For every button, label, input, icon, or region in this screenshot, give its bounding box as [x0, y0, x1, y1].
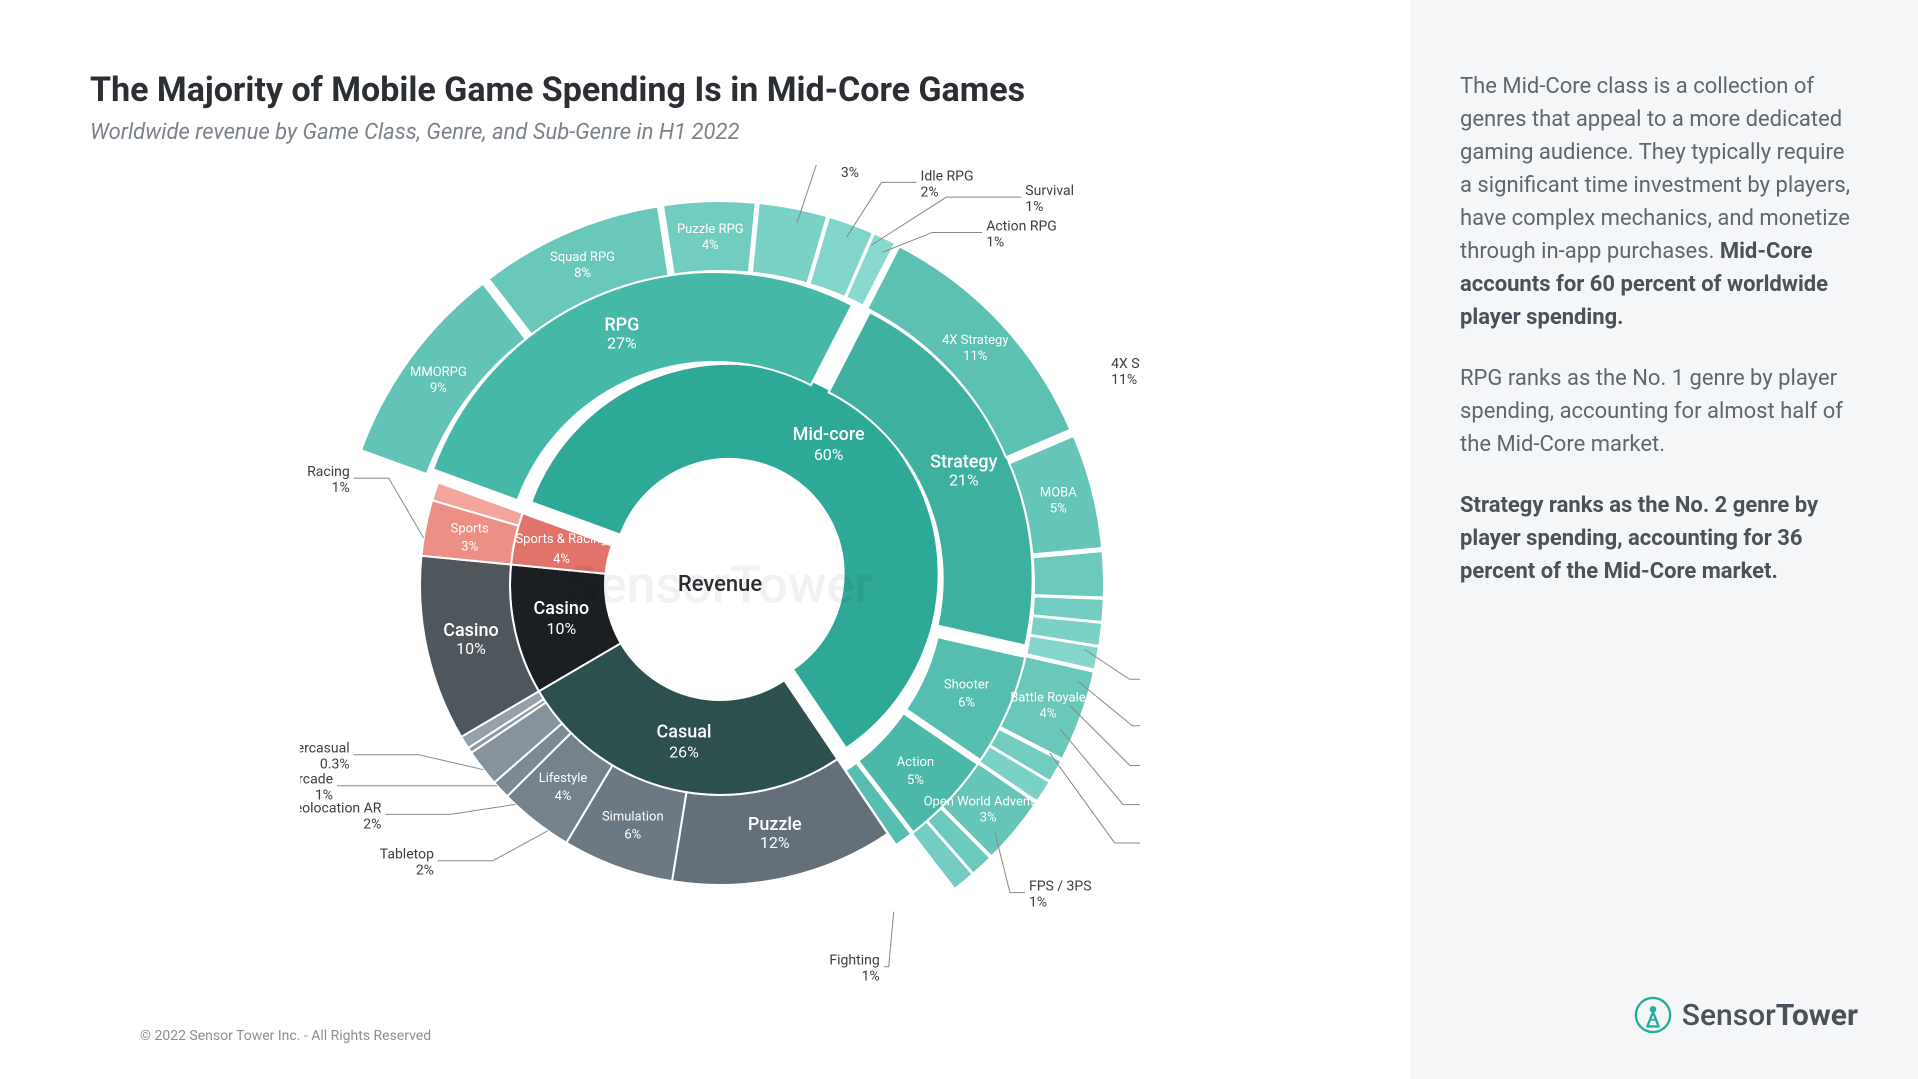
svg-text:Battle Royale: Battle Royale [1010, 690, 1086, 705]
description-panel: The Mid-Core class is a collection of ge… [1410, 0, 1918, 1079]
svg-text:Strategy: Strategy [930, 451, 997, 472]
sunburst-svg: Mid-core60%Casual26%Casino10%Sports & Ra… [300, 165, 1140, 1005]
desc-paragraph-2: RPG ranks as the No. 1 genre by player s… [1460, 362, 1858, 461]
svg-text:Puzzle RPG: Puzzle RPG [677, 222, 744, 237]
svg-text:Puzzle: Puzzle [748, 814, 802, 835]
svg-text:9%: 9% [430, 381, 447, 396]
callout-line [354, 755, 484, 770]
svg-text:Action RPG: Action RPG [986, 218, 1057, 234]
svg-text:Simulation: Simulation [602, 810, 664, 825]
svg-text:Squad RPG: Squad RPG [550, 250, 615, 265]
svg-text:Casino: Casino [443, 620, 499, 641]
callout-line [1061, 730, 1140, 805]
svg-text:4%: 4% [702, 238, 719, 253]
svg-text:5%: 5% [907, 773, 924, 788]
svg-text:1%: 1% [1029, 895, 1047, 911]
desc-paragraph-1: The Mid-Core class is a collection of ge… [1460, 70, 1858, 334]
svg-text:Survival: Survival [1025, 183, 1074, 199]
copyright-text: © 2022 Sensor Tower Inc. - All Rights Re… [140, 1028, 431, 1044]
svg-text:2%: 2% [921, 184, 939, 200]
callout-line [385, 804, 515, 814]
callout-line [1050, 753, 1140, 843]
logo-text-b: Tower [1776, 998, 1858, 1033]
svg-text:Casual: Casual [656, 721, 711, 742]
svg-text:5%: 5% [1050, 501, 1067, 516]
svg-text:FPS / 3PS: FPS / 3PS [1029, 879, 1092, 895]
logo-text-a: Sensor [1682, 998, 1776, 1033]
svg-text:Geolocation AR: Geolocation AR [300, 800, 382, 816]
svg-text:Shooter: Shooter [944, 678, 990, 693]
svg-text:Open World Adventure: Open World Adventure [924, 794, 1053, 809]
svg-text:1%: 1% [332, 480, 350, 496]
svg-text:Arcade: Arcade [300, 772, 333, 788]
svg-text:Hypercasual: Hypercasual [300, 741, 350, 757]
svg-text:27%: 27% [607, 334, 637, 353]
svg-text:Action: Action [897, 755, 934, 770]
svg-text:10%: 10% [456, 639, 486, 658]
chart-panel: The Majority of Mobile Game Spending Is … [0, 0, 1410, 1079]
desc-paragraph-3: Strategy ranks as the No. 2 genre by pla… [1460, 489, 1858, 588]
svg-text:21%: 21% [949, 470, 979, 489]
svg-text:MOBA: MOBA [1040, 485, 1077, 500]
svg-text:4%: 4% [1040, 706, 1057, 721]
ring3-seg [1033, 551, 1104, 597]
svg-text:Casino: Casino [534, 598, 590, 619]
svg-text:3%: 3% [980, 810, 997, 825]
svg-text:3%: 3% [461, 539, 478, 554]
svg-text:60%: 60% [814, 445, 844, 464]
svg-text:1%: 1% [1025, 199, 1043, 215]
svg-text:Lifestyle: Lifestyle [539, 771, 588, 786]
svg-text:4X Strategy: 4X Strategy [1111, 356, 1140, 372]
svg-text:11%: 11% [1111, 372, 1137, 388]
svg-text:6%: 6% [958, 696, 975, 711]
svg-text:MMORPG: MMORPG [410, 365, 467, 380]
logo-text: SensorTower [1682, 998, 1858, 1033]
svg-text:0.3%: 0.3% [320, 757, 350, 773]
sunburst-chart: SensorTower Mid-core60%Casual26%Casino10… [300, 165, 1140, 1005]
svg-text:6%: 6% [624, 828, 641, 843]
svg-text:4%: 4% [553, 552, 570, 567]
svg-text:Sports & Racing: Sports & Racing [515, 532, 607, 547]
svg-text:10%: 10% [546, 619, 576, 638]
svg-text:4%: 4% [555, 789, 572, 804]
svg-text:Sports: Sports [451, 521, 489, 536]
svg-text:Mid-core: Mid-core [793, 424, 865, 445]
svg-text:12%: 12% [760, 833, 790, 852]
callout-line [354, 478, 424, 538]
svg-text:11%: 11% [963, 349, 987, 364]
svg-text:Racing: Racing [307, 464, 350, 480]
svg-text:Tabletop: Tabletop [380, 847, 434, 863]
svg-text:Fighting: Fighting [829, 953, 879, 969]
svg-text:1%: 1% [862, 969, 880, 985]
svg-text:2%: 2% [416, 863, 434, 879]
description-text: The Mid-Core class is a collection of ge… [1460, 70, 1858, 588]
svg-text:4X Strategy: 4X Strategy [942, 333, 1008, 348]
svg-text:1%: 1% [986, 234, 1004, 250]
tower-icon [1634, 996, 1672, 1034]
svg-text:2%: 2% [363, 816, 381, 832]
desc-p1-text: The Mid-Core class is a collection of ge… [1460, 74, 1850, 264]
svg-text:Idle RPG: Idle RPG [921, 168, 974, 184]
svg-text:26%: 26% [669, 742, 699, 761]
chart-subtitle: Worldwide revenue by Game Class, Genre, … [90, 120, 1350, 145]
callout-line [884, 912, 894, 967]
callout-line [438, 831, 548, 861]
svg-text:RPG: RPG [604, 315, 639, 336]
chart-title: The Majority of Mobile Game Spending Is … [90, 70, 1350, 110]
svg-text:1%: 1% [315, 788, 333, 804]
brand-logo: SensorTower [1634, 996, 1858, 1034]
svg-text:3%: 3% [841, 165, 859, 181]
svg-text:Revenue: Revenue [678, 572, 763, 597]
desc-p3-bold: Strategy ranks as the No. 2 genre by pla… [1460, 493, 1818, 584]
svg-text:8%: 8% [574, 266, 591, 281]
